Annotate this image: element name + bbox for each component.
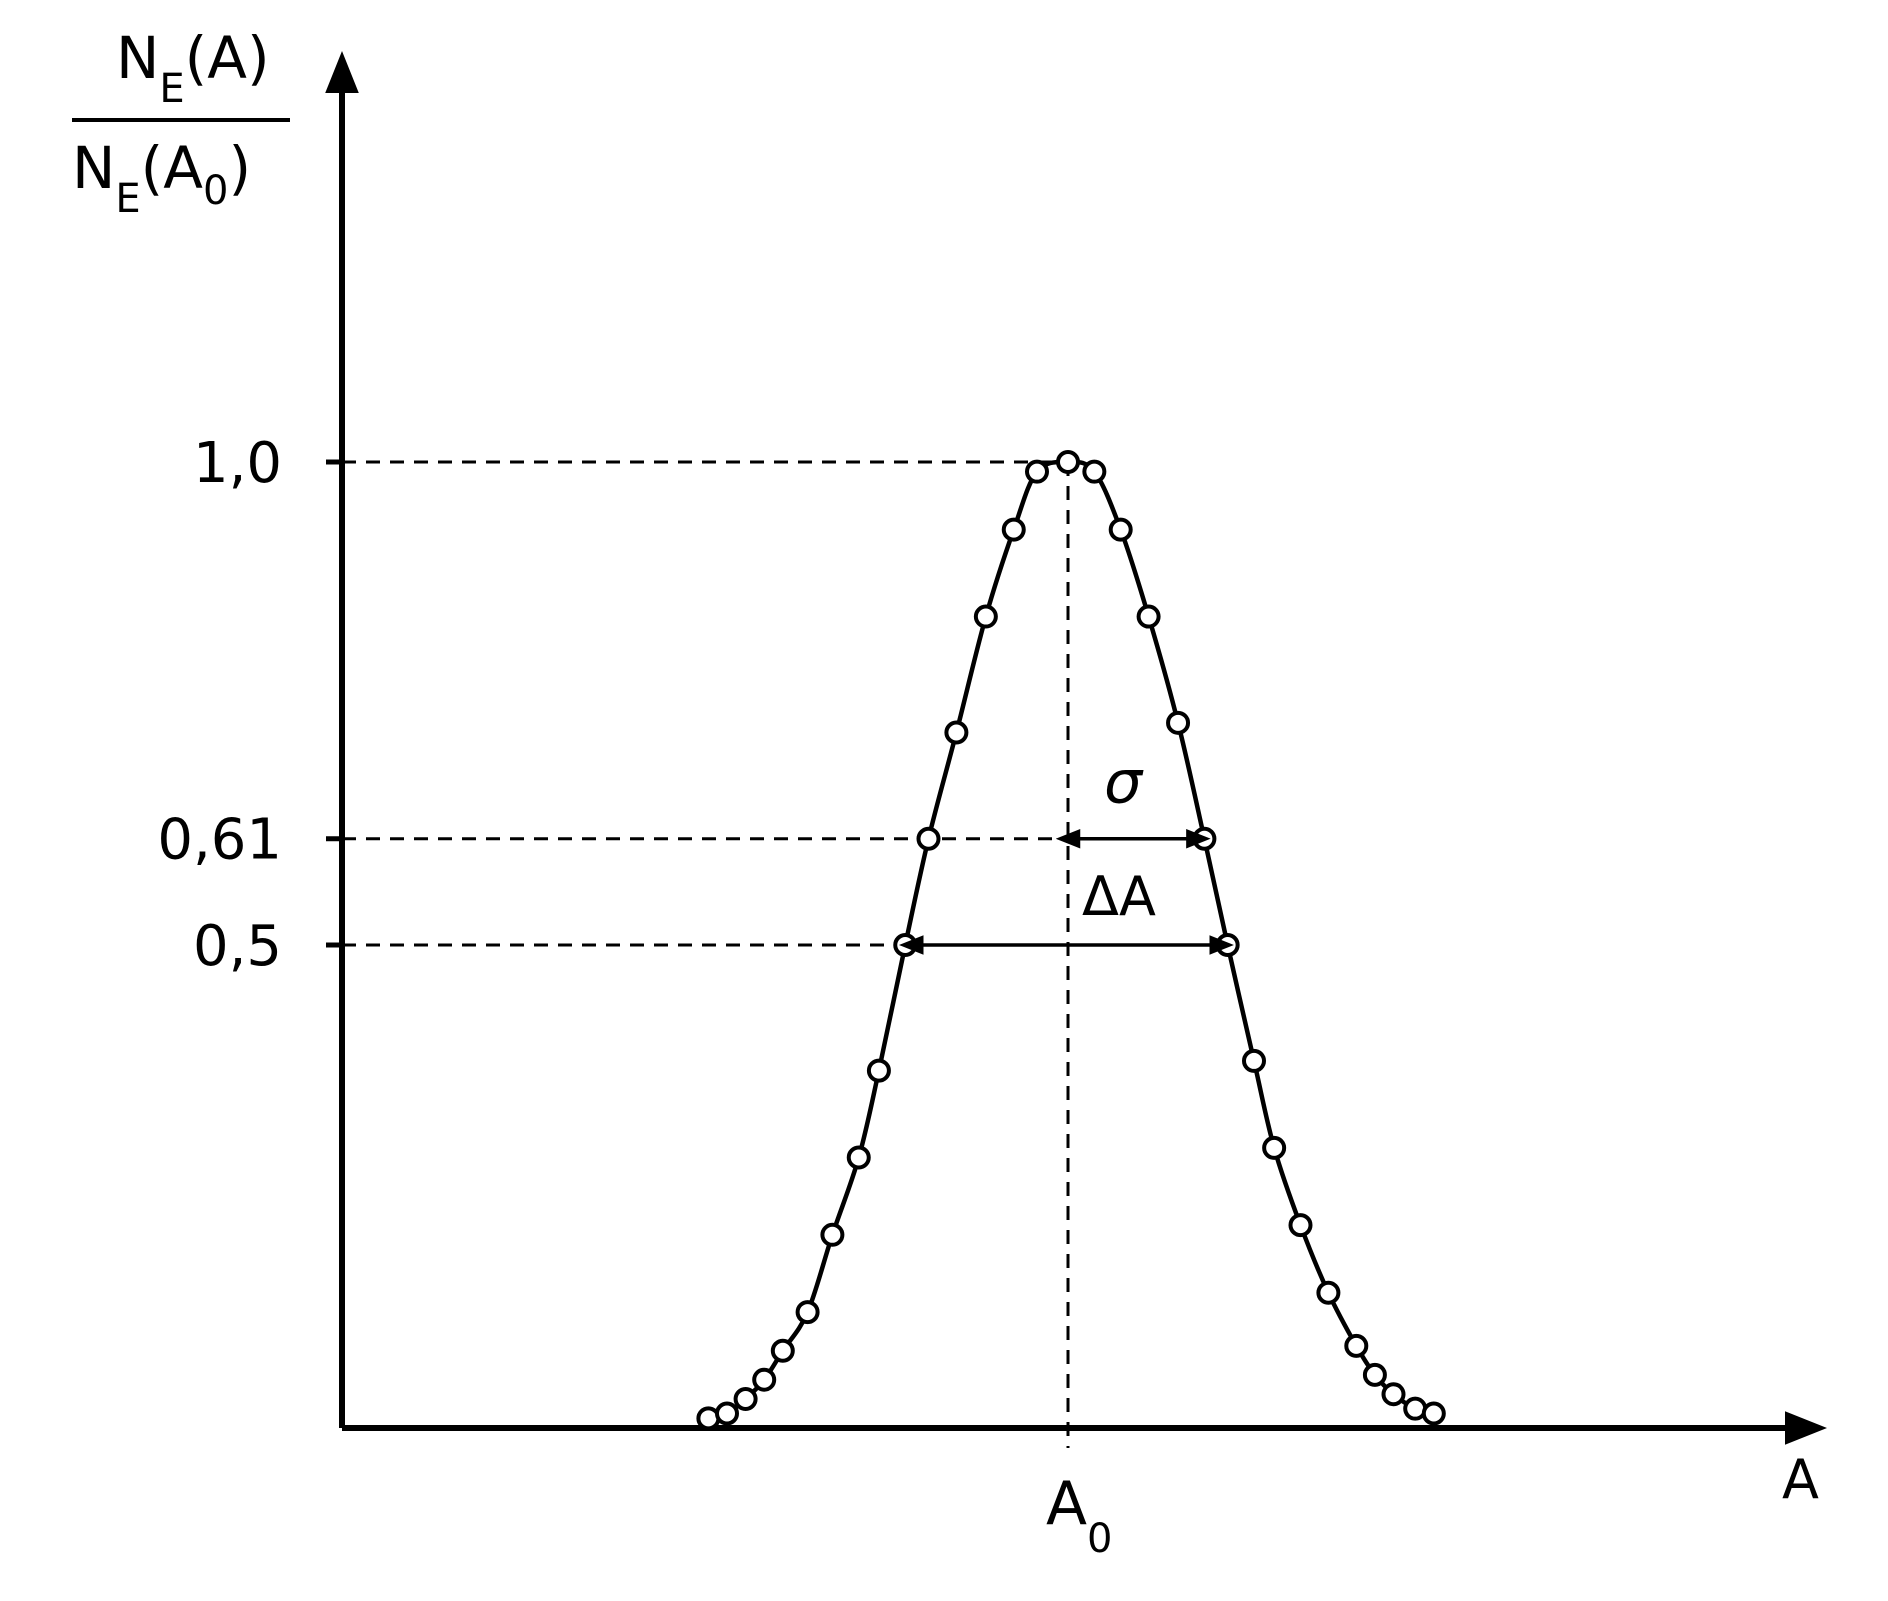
y-tick-label: 0,5 <box>193 914 282 979</box>
y-axis-label: NE(A) NE(A0) <box>72 24 290 222</box>
y-tick-labels: 1,0 0,61 0,5 <box>157 431 282 979</box>
series-curve <box>707 459 1435 1421</box>
data-point <box>1082 459 1107 484</box>
data-point <box>866 1058 891 1083</box>
y-tick-label: 0,61 <box>157 808 282 873</box>
delta-label: ΔA <box>1082 865 1156 928</box>
data-point <box>1001 517 1026 542</box>
data-point <box>1242 1048 1266 1073</box>
y-label-numerator: NE(A) <box>116 24 270 112</box>
guide-lines <box>326 459 1228 1448</box>
width-annotations: σ ΔA <box>899 748 1234 955</box>
data-point <box>1344 1333 1369 1358</box>
data-point <box>944 720 969 745</box>
data-point <box>916 826 941 851</box>
data-point <box>1288 1213 1313 1238</box>
data-points <box>696 450 1446 1431</box>
data-point <box>1421 1401 1446 1426</box>
data-point <box>1108 517 1133 542</box>
y-label-denominator: NE(A0) <box>72 134 251 222</box>
data-point <box>733 1387 758 1412</box>
data-point <box>1316 1280 1341 1305</box>
data-point <box>846 1145 871 1170</box>
sigma-label: σ <box>1104 748 1144 818</box>
data-point <box>1056 450 1080 474</box>
data-point <box>1166 710 1191 735</box>
data-point <box>1262 1135 1287 1160</box>
data-point <box>1136 604 1161 629</box>
x-center-label: A0 <box>1046 1469 1113 1562</box>
data-point <box>770 1338 795 1363</box>
data-point <box>715 1401 739 1426</box>
data-point <box>752 1367 777 1392</box>
data-point <box>973 604 998 629</box>
data-point <box>1025 459 1049 484</box>
data-point <box>820 1222 845 1247</box>
data-point <box>1362 1362 1387 1387</box>
data-point <box>795 1300 820 1325</box>
data-point <box>1381 1382 1406 1407</box>
y-tick-label: 1,0 <box>193 431 282 496</box>
x-axis-label: A <box>1782 1448 1819 1511</box>
